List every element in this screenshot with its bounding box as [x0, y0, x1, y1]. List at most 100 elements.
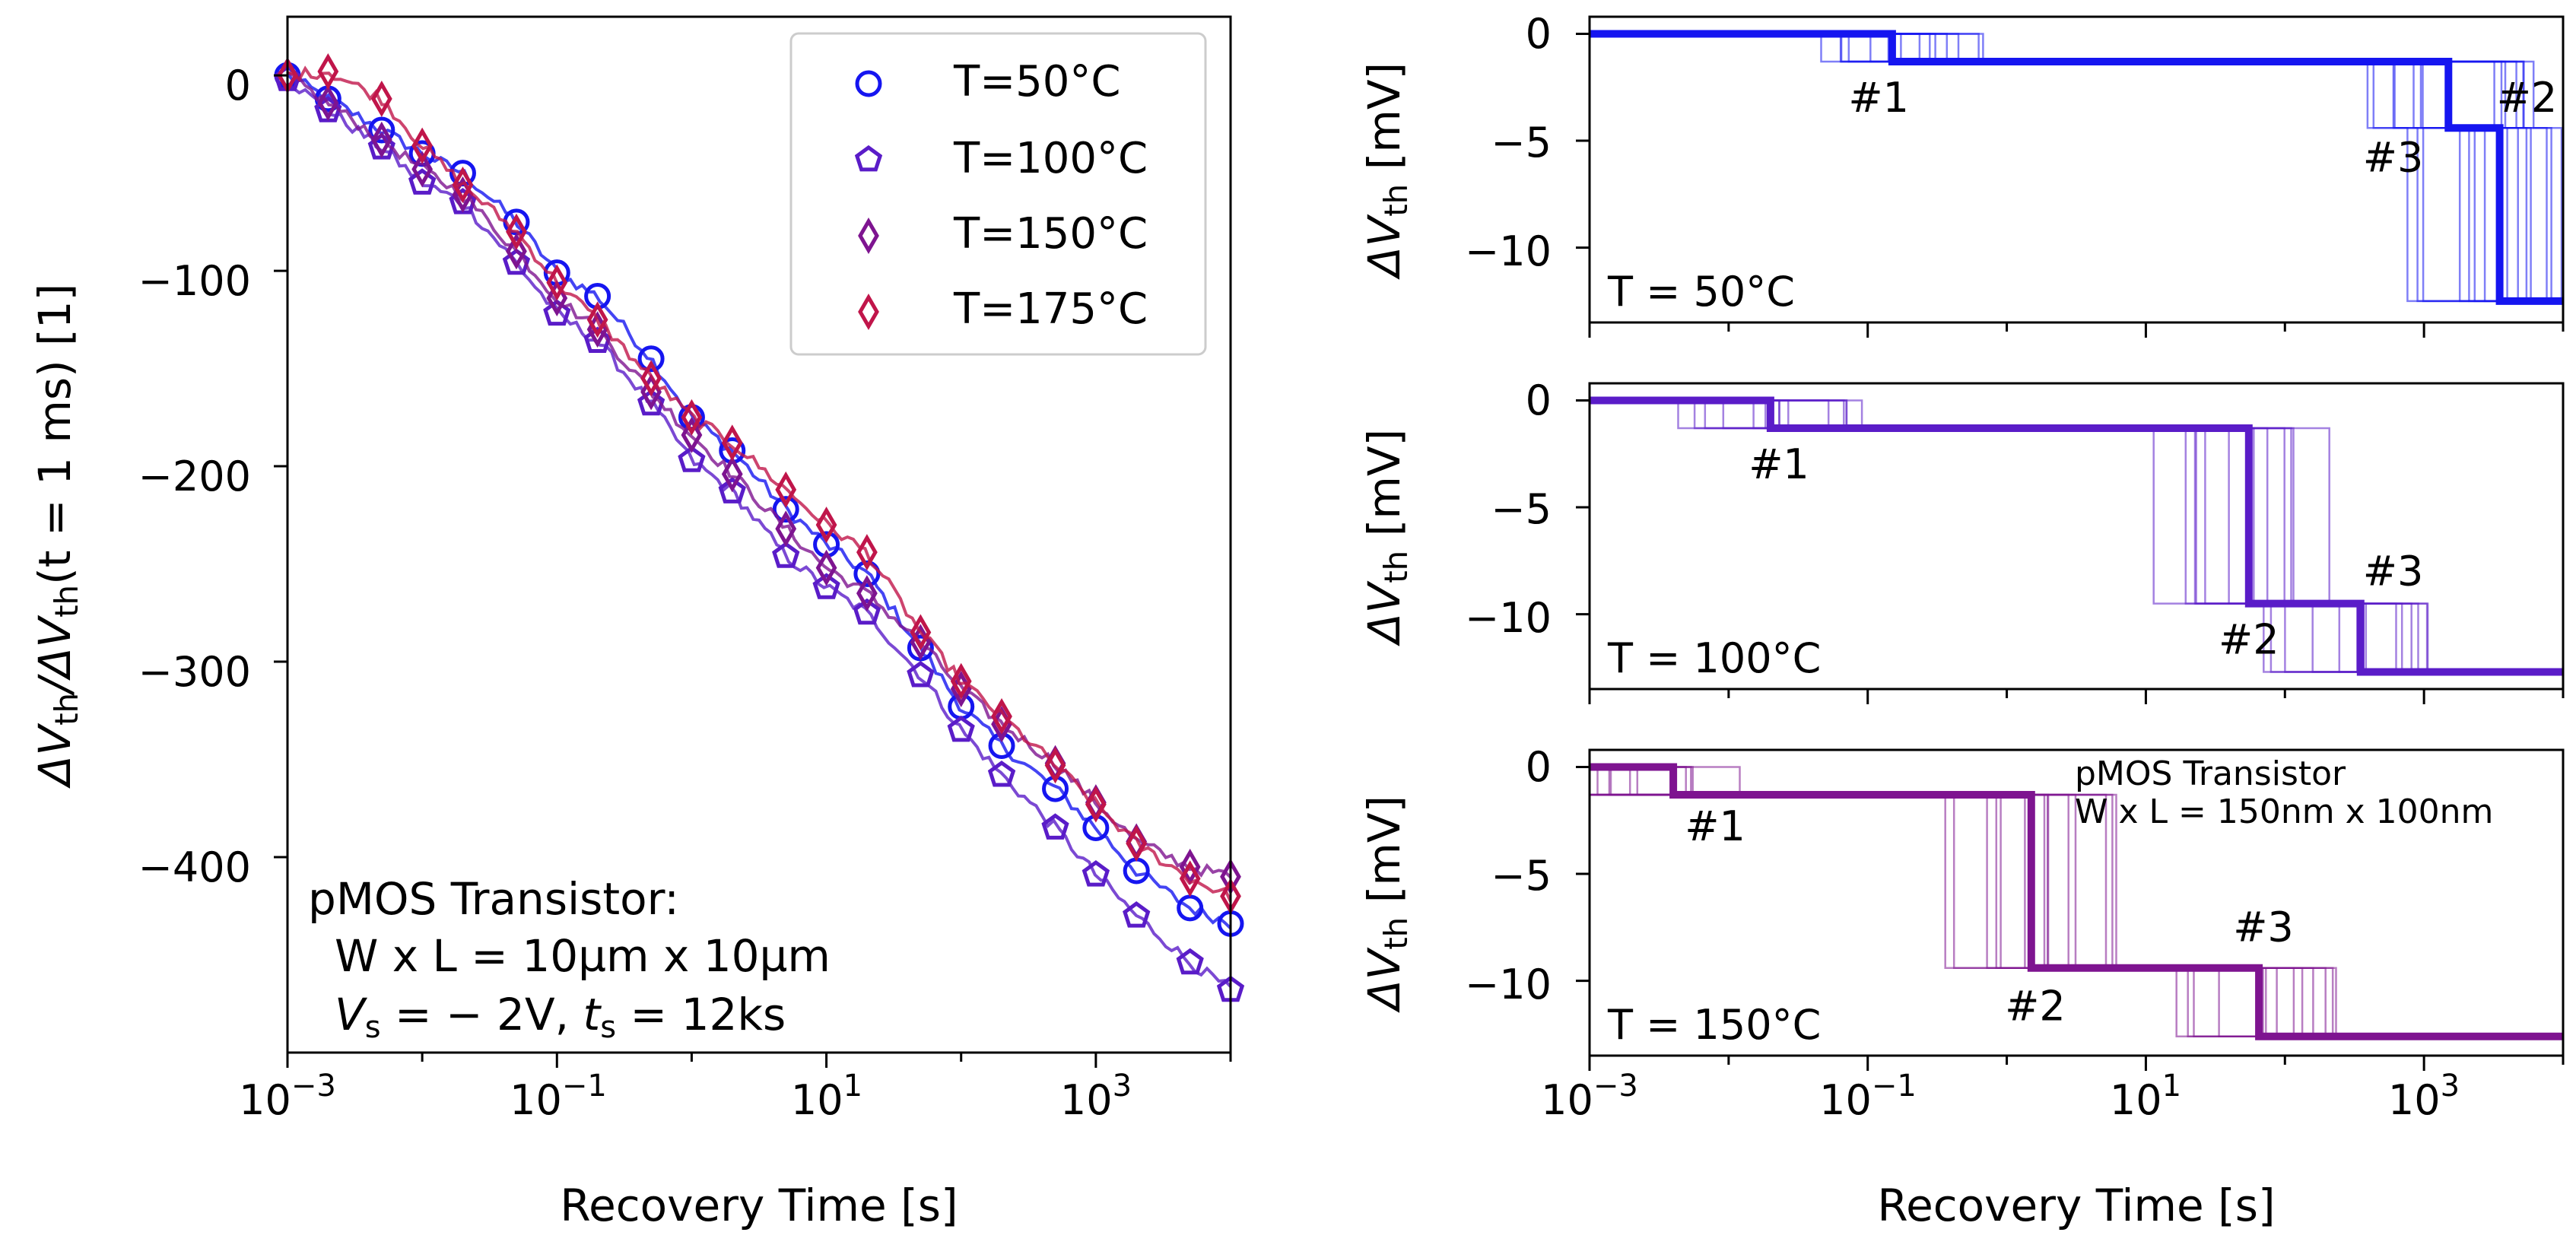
main-xtick-1e-3-exp: −3: [291, 1069, 336, 1104]
main-xtick-1e1: 101: [791, 1069, 862, 1124]
right-xlabel: Recovery Time [s]: [1877, 1180, 2275, 1231]
panel-100C-trace-8: [1590, 399, 2563, 673]
panel-150C-ylabel-unit: [mV]: [1358, 796, 1410, 917]
marker-150-6: [546, 280, 568, 317]
marker-100-7: [583, 326, 611, 353]
panel-100C-plot-area: #1 #2 #3: [1590, 396, 2563, 676]
legend-label-150: T=150°C: [953, 209, 1148, 259]
panel-150C: #1 #2 #3 0 −5 −10 T = 150°C pMOS Transisto…: [1358, 743, 2565, 1231]
main-axes-frame: [286, 15, 1232, 1054]
panel-100C-frame: [1588, 382, 2565, 691]
panel-150C-trace-1: [1590, 766, 2563, 1037]
panel-100C-ytick-0: 0: [1526, 376, 1552, 424]
main-ylabel: ΔVth/ΔVth(t = 1 ms) [1]: [29, 284, 85, 789]
main-plot-area: [273, 52, 1245, 1002]
panel-50C-frame: [1588, 15, 2565, 324]
main-xtick-1e-3-base: 10: [239, 1076, 291, 1124]
annotation-v-sub: s: [365, 1010, 381, 1045]
panel-150C-inset-line-1: pMOS Transistor: [2075, 754, 2346, 793]
panel-150C-ytick-0: 0: [1526, 743, 1552, 791]
panel-100C-trace-7: [1590, 399, 2563, 673]
panel-50C-ylabel: ΔVth [mV]: [1358, 62, 1415, 280]
panel-50C-temp-label: T = 50°C: [1607, 268, 1795, 316]
main-ylabel-part-5: (t = 1 ms) [1]: [29, 284, 81, 585]
marker-175-19: [1126, 825, 1148, 862]
series-line-50: [286, 72, 1232, 930]
panel-100C-trace-10: [1590, 399, 2563, 673]
marker-175-4: [452, 167, 474, 203]
main-xtick-1e-1-base: 10: [510, 1076, 562, 1124]
panel-100C-step-label-2: #2: [2219, 615, 2279, 663]
marker-50-19: [1123, 857, 1150, 885]
panel-150C-trace-3: [1590, 766, 2563, 1037]
panel-150C-ylabel-sym: ΔV: [1358, 946, 1410, 1013]
marker-150-9: [681, 416, 703, 453]
marker-175-20: [1179, 860, 1201, 897]
panel-150C-step-label-3: #3: [2233, 903, 2294, 951]
main-ytick-200: −200: [138, 453, 251, 500]
marker-100-3: [408, 168, 437, 195]
marker-100-16: [987, 761, 1016, 787]
marker-175-9: [681, 399, 703, 436]
annotation-line-2: W x L = 10µm x 10µm: [335, 930, 831, 982]
marker-175-2: [370, 80, 392, 117]
panel-100C-trace-12: [1590, 399, 2563, 673]
panel-50C-trace-8: [1590, 33, 2563, 303]
main-xlabel: Recovery Time [s]: [560, 1180, 958, 1231]
annotation-t-value: = 12ks: [616, 989, 786, 1040]
panel-50C-ylabel-sub: th: [1377, 184, 1415, 217]
marker-100-19: [1123, 901, 1151, 928]
panel-100C: #1 #2 #3 0 −5 −10 T = 100°C ΔVth [mV]: [1358, 376, 2565, 691]
legend-marker-150-shape: [858, 218, 879, 254]
right-xtick-1e3-exp: 3: [2441, 1069, 2460, 1104]
main-ytick-100: −100: [138, 257, 251, 305]
right-xtick-1e3-base: 10: [2388, 1076, 2441, 1124]
annotation-v-symbol: V: [335, 989, 368, 1040]
panel-50C-trace-6: [1590, 33, 2563, 303]
marker-50-11: [772, 496, 799, 523]
panel-100C-trace-13: [1590, 399, 2563, 673]
main-ytick-400: −400: [138, 843, 251, 891]
panel-100C-trace-4: [1590, 399, 2563, 673]
panel-150C-temp-label: T = 150°C: [1607, 1001, 1821, 1049]
marker-175-1: [317, 52, 339, 90]
marker-100-9: [678, 446, 706, 472]
panel-100C-trace-6: [1590, 399, 2563, 673]
legend-marker-circle: [855, 70, 882, 97]
panel-100C-main-trace: [1590, 396, 2563, 676]
right-xtick-1e-1-exp: −1: [1872, 1069, 1917, 1104]
panel-50C-ytick-10: −10: [1465, 227, 1552, 275]
panel-150C-trace-5: [1590, 766, 2563, 1037]
marker-175-17: [1044, 747, 1066, 784]
panel-150C-step-label-1: #1: [1685, 802, 1745, 850]
marker-100-12: [812, 573, 840, 599]
marker-175-15: [950, 662, 972, 700]
panel-100C-trace-2: [1590, 399, 2563, 673]
marker-150-12: [815, 549, 837, 586]
right-xtick-1e1-base: 10: [2110, 1076, 2162, 1124]
right-xtick-1e-1: 10−1: [1819, 1069, 1917, 1124]
right-xtick-1e3: 103: [2388, 1069, 2460, 1124]
main-legend: T=50°C T=100°C T=150°C T=175°C: [789, 32, 1207, 356]
marker-100-10: [718, 477, 746, 503]
marker-150-11: [775, 510, 797, 548]
main-ylabel-part-3: /ΔV: [29, 615, 81, 697]
main-xtick-1e1-exp: 1: [843, 1069, 862, 1104]
main-xtick-1e3-exp: 3: [1113, 1069, 1132, 1104]
panel-100C-ylabel-sub: th: [1377, 551, 1415, 583]
marker-50-13: [853, 560, 881, 587]
panel-150C-trace-0: [1590, 766, 2563, 1037]
panel-100C-trace-3: [1590, 399, 2563, 673]
panel-50C-trace-0: [1590, 33, 2563, 303]
tick-marks: [274, 32, 2565, 1071]
main-xtick-1e3: 103: [1060, 1069, 1132, 1124]
panel-50C-trace-9: [1590, 33, 2563, 303]
marker-175-13: [856, 534, 878, 571]
panel-50C-trace-3: [1590, 33, 2563, 303]
main-xtick-1e3-base: 10: [1060, 1076, 1113, 1124]
marker-150-1: [317, 84, 339, 122]
panel-50C-ylabel-sym: ΔV: [1358, 213, 1410, 280]
marker-175-6: [546, 264, 568, 301]
marker-150-13: [856, 575, 878, 612]
panel-50C-plot-area: #1 #2 #3: [1590, 30, 2563, 305]
